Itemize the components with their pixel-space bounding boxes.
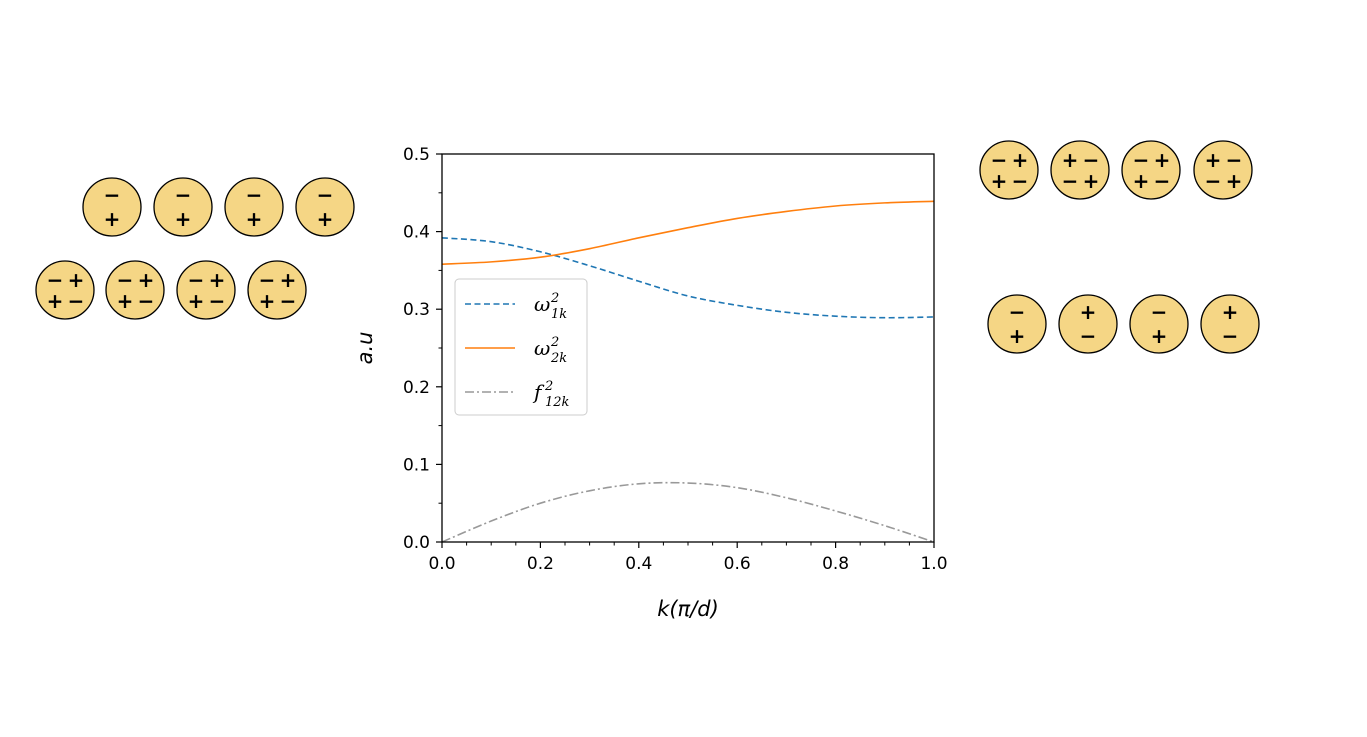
legend-box (454, 278, 588, 416)
legend-superscript: 2 (544, 379, 553, 394)
ticks-layer: 0.0 0.2 0.4 0.6 0.8 1.0 0.0 0.1 0.2 0.3 0.4 0.5 (403, 145, 948, 574)
charge-sign: − (1154, 169, 1171, 193)
x-axis-label: k(π/d) (657, 597, 719, 621)
charge-sign: + (280, 268, 297, 292)
charge-sign: − (188, 268, 205, 292)
charge-sign: − (175, 183, 192, 207)
charge-sign: − (117, 268, 134, 292)
quadrupole-particle (176, 260, 236, 320)
quadrupole-particle (1193, 140, 1253, 200)
charge-sign: − (1226, 148, 1243, 172)
charge-sign: − (47, 268, 64, 292)
charge-sign: − (1012, 169, 1029, 193)
y-tick-label: 0.5 (403, 145, 430, 165)
charge-sign: − (259, 268, 276, 292)
charge-sign: + (991, 169, 1008, 193)
charge-sign: − (280, 289, 297, 313)
quadrupole-particle (35, 260, 95, 320)
dipole-particle (82, 177, 142, 237)
charge-sign: + (1226, 169, 1243, 193)
charge-sign: − (138, 289, 155, 313)
charge-sign: + (188, 289, 205, 313)
charge-sign: − (1009, 300, 1026, 324)
legend-label-2: ω (534, 336, 550, 360)
charge-sign: − (68, 289, 85, 313)
charge-sign: + (68, 268, 85, 292)
x-tick-label: 0.4 (625, 554, 652, 574)
charge-sign: − (209, 289, 226, 313)
charge-sign: − (1083, 148, 1100, 172)
legend-label-1: ω (534, 292, 550, 316)
dipole-illustrations: −+−+−+−+− ++ −− ++ −− ++ −− ++ −− ++ −+ −− +− ++ −+ −− +… (35, 140, 1260, 354)
charge-sign: + (175, 207, 192, 231)
dipole-particle (224, 177, 284, 237)
charge-sign: − (317, 183, 334, 207)
charge-sign: − (1062, 169, 1079, 193)
x-tick-label: 1.0 (920, 554, 947, 574)
legend-subscript: 2k (550, 351, 567, 366)
series-line-2 (441, 200, 935, 265)
line-chart: 0.0 0.2 0.4 0.6 0.8 1.0 0.0 0.1 0.2 0.3 0.4 0.5 k(π… (353, 145, 948, 621)
legend-superscript: 2 (550, 335, 559, 350)
charge-sign: + (104, 207, 121, 231)
charge-sign: + (209, 268, 226, 292)
x-tick-label: 0.6 (724, 554, 751, 574)
x-tick-label: 0.8 (822, 554, 849, 574)
quadrupole-particle (1050, 140, 1110, 200)
charge-sign: + (246, 207, 263, 231)
charge-sign: + (1222, 300, 1239, 324)
charge-sign: + (1009, 324, 1026, 348)
charge-sign: + (259, 289, 276, 313)
charge-sign: + (1133, 169, 1150, 193)
dipole-particle (295, 177, 355, 237)
dipole-particle (153, 177, 213, 237)
y-tick-label: 0.3 (403, 300, 430, 320)
charge-sign: + (1205, 148, 1222, 172)
charge-sign: − (991, 148, 1008, 172)
dipole-particle (1200, 294, 1260, 354)
charge-sign: + (138, 268, 155, 292)
charge-sign: + (1151, 324, 1168, 348)
charge-sign: − (1222, 324, 1239, 348)
y-axis-label: a.u (353, 332, 377, 365)
y-tick-label: 0.4 (403, 223, 430, 243)
dipole-particle (1129, 294, 1189, 354)
charge-sign: − (1151, 300, 1168, 324)
charge-sign: + (1083, 169, 1100, 193)
charge-sign: − (1133, 148, 1150, 172)
dipole-particle (1058, 294, 1118, 354)
quadrupole-particle (105, 260, 165, 320)
charge-sign: + (117, 289, 134, 313)
charge-sign: + (47, 289, 64, 313)
legend-superscript: 2 (550, 291, 559, 306)
charge-sign: − (246, 183, 263, 207)
charge-sign: + (1154, 148, 1171, 172)
charge-sign: + (1080, 300, 1097, 324)
charge-sign: − (104, 183, 121, 207)
charge-sign: + (1062, 148, 1079, 172)
charge-sign: − (1205, 169, 1222, 193)
quadrupole-particle (1121, 140, 1181, 200)
charge-sign: + (1012, 148, 1029, 172)
x-tick-label: 0.0 (428, 554, 455, 574)
quadrupole-particle (247, 260, 307, 320)
series-line-3 (441, 481, 935, 543)
dipole-particle (987, 294, 1047, 354)
charge-sign: + (317, 207, 334, 231)
legend-subscript: 12k (545, 395, 570, 410)
quadrupole-particle (979, 140, 1039, 200)
x-tick-label: 0.2 (527, 554, 554, 574)
y-tick-label: 0.0 (403, 533, 430, 553)
legend-subscript: 1k (551, 307, 567, 322)
y-tick-label: 0.2 (403, 378, 430, 398)
series-layer (441, 200, 935, 543)
charge-sign: − (1080, 324, 1097, 348)
y-tick-label: 0.1 (403, 455, 430, 475)
